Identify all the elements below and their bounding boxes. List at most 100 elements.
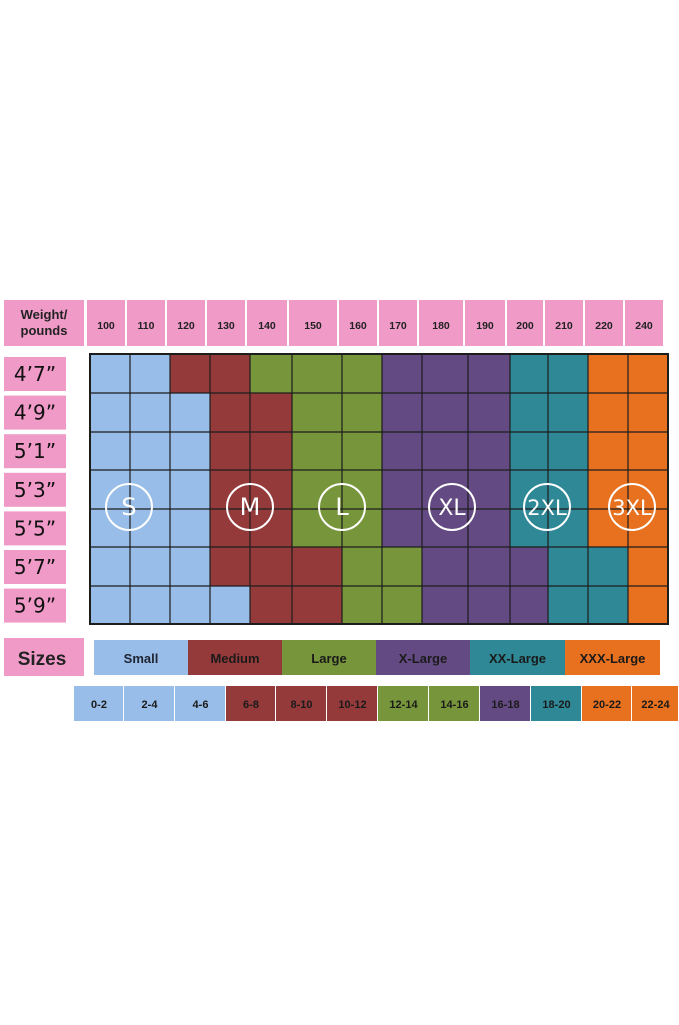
grid-cell <box>382 432 422 470</box>
size-grid <box>90 354 668 624</box>
grid-cell <box>342 470 382 509</box>
size-circle-label: 2XL <box>527 496 567 520</box>
weight-value: 180 <box>432 320 450 332</box>
size-circle <box>318 483 366 531</box>
numeric-size-label: 20-22 <box>593 699 621 711</box>
grid-cell <box>588 432 628 470</box>
numeric-size-swatch <box>480 686 530 721</box>
weight-cell <box>379 300 417 346</box>
weight-cell <box>585 300 623 346</box>
size-circle <box>428 483 476 531</box>
grid-cell <box>170 470 210 509</box>
grid-cell <box>342 547 382 586</box>
grid-cell <box>548 470 588 509</box>
weight-cell <box>207 300 245 346</box>
weight-value: 160 <box>349 320 367 332</box>
weight-cell <box>339 300 377 346</box>
numeric-size-swatch <box>327 686 377 721</box>
grid-cell <box>170 432 210 470</box>
grid-cell <box>468 393 510 432</box>
grid-cell <box>588 470 628 509</box>
size-circle <box>608 483 656 531</box>
grid-cell <box>342 586 382 624</box>
numeric-size-label: 2-4 <box>142 699 159 711</box>
height-cell <box>4 434 66 469</box>
grid-cell <box>210 586 250 624</box>
weight-value: 110 <box>138 320 155 332</box>
grid-cell <box>342 432 382 470</box>
grid-cell <box>588 354 628 393</box>
weight-header-cell <box>4 300 84 346</box>
grid-cell <box>170 393 210 432</box>
height-label: 5’3” <box>14 478 56 502</box>
size-circle-label: M <box>240 493 261 521</box>
weight-value: 210 <box>555 320 573 332</box>
grid-cell <box>548 586 588 624</box>
height-column: 4’7” 4’9” 5’1” 5’3” 5’5” 5’7” 5’9” <box>4 357 66 623</box>
height-cell <box>4 472 66 507</box>
grid-cell <box>548 354 588 393</box>
size-legend-label: Small <box>124 651 159 666</box>
numeric-size-label: 16-18 <box>491 699 519 711</box>
grid-cell <box>382 354 422 393</box>
height-label: 5’9” <box>14 594 56 618</box>
grid-cell <box>510 354 548 393</box>
size-circle-label: XL <box>438 496 466 521</box>
grid-cell <box>250 432 292 470</box>
size-legend-label: XXX-Large <box>580 651 646 666</box>
size-circle-label: L <box>335 493 349 521</box>
weight-value: 200 <box>516 320 534 332</box>
weight-cell <box>507 300 543 346</box>
grid-cell <box>210 354 250 393</box>
weight-value: 220 <box>595 320 613 332</box>
height-cell <box>4 511 66 546</box>
grid-cell <box>250 393 292 432</box>
numeric-size-label: 14-16 <box>440 699 468 711</box>
numeric-size-label: 12-14 <box>389 699 418 711</box>
grid-cell <box>628 393 668 432</box>
grid-cell <box>130 470 170 509</box>
grid-cell <box>588 586 628 624</box>
numeric-size-swatch <box>378 686 428 721</box>
weight-cell <box>465 300 505 346</box>
numeric-size-swatch <box>429 686 479 721</box>
numeric-size-label: 18-20 <box>542 699 570 711</box>
size-legend-swatch <box>470 640 565 675</box>
grid-cell <box>210 393 250 432</box>
grid-cell <box>588 547 628 586</box>
grid-cell <box>170 547 210 586</box>
grid-cell <box>342 354 382 393</box>
height-label: 5’7” <box>14 555 56 579</box>
size-legend-swatch <box>94 640 188 675</box>
grid-cell <box>170 586 210 624</box>
grid-cell <box>90 432 130 470</box>
grid-cell <box>210 470 250 509</box>
weight-cell <box>289 300 337 346</box>
numeric-size-legend: 0-2 2-4 4-6 6-8 8-10 10-12 12-14 14-16 16-18 18-2… <box>74 686 678 721</box>
grid-cell <box>90 586 130 624</box>
grid-cell <box>468 354 510 393</box>
numeric-size-label: 6-8 <box>243 699 259 711</box>
height-label: 5’5” <box>14 516 56 540</box>
numeric-size-swatch <box>531 686 581 721</box>
numeric-size-swatch <box>632 686 678 721</box>
size-legend-swatch <box>282 640 376 675</box>
grid-cell <box>130 432 170 470</box>
grid-cell <box>628 586 668 624</box>
grid-cell <box>292 432 342 470</box>
weight-value: 130 <box>217 320 235 332</box>
grid-border <box>89 353 669 625</box>
grid-cell <box>468 432 510 470</box>
sizes-label: Sizes <box>18 649 67 670</box>
size-legend-swatch <box>565 640 660 675</box>
numeric-size-swatch <box>124 686 174 721</box>
numeric-size-label: 0-2 <box>91 699 107 711</box>
numeric-size-label: 22-24 <box>641 699 670 711</box>
grid-lines <box>89 353 669 625</box>
size-legend-label: X-Large <box>399 651 447 666</box>
grid-cell <box>90 354 130 393</box>
grid-cell <box>422 354 468 393</box>
weight-value: 140 <box>258 320 276 332</box>
weight-cell <box>127 300 165 346</box>
